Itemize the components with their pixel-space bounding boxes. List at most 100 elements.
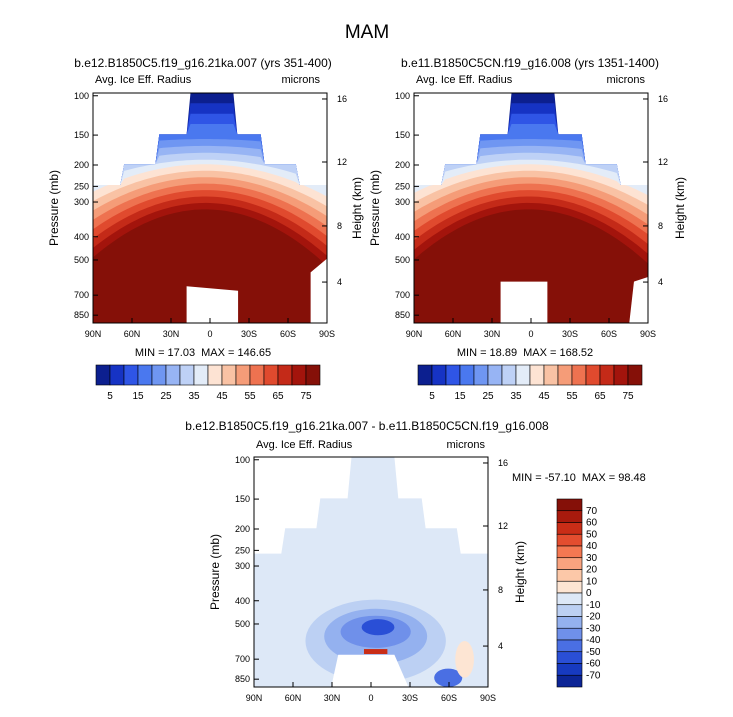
panel-1-colorbar-swatch <box>123 364 139 386</box>
panel-diff-colorbar-label: 10 <box>586 576 598 587</box>
panel-2-ylabel: Pressure (mb) <box>368 170 382 246</box>
panel-1-colorbar-swatch <box>305 364 321 386</box>
panel-diff-x-tick-label: 90S <box>480 693 496 703</box>
panel-diff-y-right-tick-label: 8 <box>498 585 503 595</box>
panel-2-y-tick-label: 150 <box>395 130 410 140</box>
panel-2-colorbar-swatch <box>417 364 433 386</box>
panel-2-colorbar-label: 65 <box>594 391 606 402</box>
panel-diff-colorbar-label: -20 <box>586 612 601 623</box>
panel-diff-y-tick-label: 100 <box>235 455 250 465</box>
panel-diff-y-tick-label: 150 <box>235 494 250 504</box>
panel-2-colorbar-swatch <box>431 364 447 386</box>
panel-diff-title: b.e12.B1850C5.f19_g16.21ka.007 - b.e11.B… <box>185 419 549 433</box>
panel-2-variable: Avg. Ice Eff. Radius <box>416 74 513 86</box>
panel-2-colorbar-swatch <box>557 364 573 386</box>
panel-1-colorbar-label: 55 <box>244 391 256 402</box>
panel-1-x-tick-label: 60N <box>124 329 141 339</box>
panel-diff-colorbar-label: -10 <box>586 600 601 611</box>
panel-1-colorbar-label: 35 <box>188 391 200 402</box>
panel-1-colorbar-swatch <box>109 364 125 386</box>
panel-1-units: microns <box>281 74 320 86</box>
panel-diff-contour-band <box>361 619 395 636</box>
panel-1-y-tick-label: 300 <box>74 197 89 207</box>
panel-2-x-tick-label: 30N <box>484 329 501 339</box>
panel-1-y-tick-label: 200 <box>74 160 89 170</box>
panel-diff-y-tick-label: 500 <box>235 619 250 629</box>
panel-2-colorbar-label: 45 <box>538 391 550 402</box>
panel-diff-colorbar-label: 0 <box>586 588 592 599</box>
panel-1-minmax: MIN = 17.03 MAX = 146.65 <box>135 347 271 359</box>
panel-2-units: microns <box>606 74 645 86</box>
panel-1-ylabel: Pressure (mb) <box>47 170 61 246</box>
panel-2-x-tick-label: 90N <box>406 329 423 339</box>
panel-1-colorbar-label: 45 <box>216 391 228 402</box>
panel-diff-colorbar-swatch <box>556 627 583 641</box>
panel-1-colorbar-label: 15 <box>132 391 144 402</box>
panel-1-colorbar-swatch <box>95 364 111 386</box>
panel-1-title: b.e12.B1850C5.f19_g16.21ka.007 (yrs 351-… <box>74 56 332 70</box>
panel-1-variable: Avg. Ice Eff. Radius <box>95 74 192 86</box>
panel-diff-y-tick-label: 400 <box>235 596 250 606</box>
panel-1-missing-region <box>310 258 327 323</box>
panel-diff-y-right-tick-label: 12 <box>498 521 508 531</box>
panel-diff-colorbar-label: 40 <box>586 541 598 552</box>
panel-2-y-tick-label: 200 <box>395 160 410 170</box>
panel-1-colorbar-swatch <box>235 364 251 386</box>
panel-diff-colorbar-swatch <box>556 604 583 617</box>
panel-2-y-right-tick-label: 16 <box>658 94 668 104</box>
panel-diff-y-tick-label: 250 <box>235 545 250 555</box>
panel-2-y-tick-label: 100 <box>395 91 410 101</box>
panel-1-missing-region <box>186 286 239 323</box>
panel-2-x-tick-label: 60S <box>601 329 617 339</box>
panel-diff-colorbar-swatch <box>556 639 583 653</box>
panel-diff-colorbar-label: -50 <box>586 647 601 658</box>
panel-2-colorbar-swatch <box>571 364 587 386</box>
panel-2-contour-band <box>414 209 648 323</box>
panel-1-colorbar-swatch <box>291 364 307 386</box>
panel-2-max: MAX = 168.52 <box>523 347 593 359</box>
panel-diff-y-tick-label: 850 <box>235 674 250 684</box>
panel-1-colorbar-label: 25 <box>160 391 172 402</box>
panel-diff-colorbar-swatch <box>556 592 583 606</box>
panel-diff-colorbar-swatch <box>556 557 583 570</box>
panel-1-y-tick-label: 850 <box>74 310 89 320</box>
panel-diff-y-right-tick-label: 16 <box>498 458 508 468</box>
panel-diff-x-tick-label: 60S <box>441 693 457 703</box>
panel-2-colorbar-swatch <box>529 364 545 386</box>
panel-diff-colorbar-label: 70 <box>586 506 598 517</box>
panel-2-colorbar-swatch <box>599 364 615 386</box>
panel-diff-colorbar-swatch <box>556 663 583 676</box>
panel-2-x-tick-label: 30S <box>562 329 578 339</box>
panel-1-y-tick-label: 100 <box>74 91 89 101</box>
panel-diff-contour-band <box>363 649 388 655</box>
panel-diff-y-tick-label: 700 <box>235 654 250 664</box>
panel-1-x-tick-label: 30S <box>241 329 257 339</box>
panel-2-y-right-tick-label: 8 <box>658 221 663 231</box>
panel-1-y-right-tick-label: 16 <box>337 94 347 104</box>
panel-2-colorbar-label: 75 <box>622 391 634 402</box>
panel-2-colorbar-label: 5 <box>429 391 435 402</box>
panel-diff-colorbar-swatch <box>556 616 583 629</box>
panel-2-colorbar-swatch <box>473 364 489 386</box>
panel-diff-contour-band <box>434 668 463 687</box>
panel-2-y-tick-label: 300 <box>395 197 410 207</box>
panel-1-colorbar-swatch <box>179 364 195 386</box>
panel-2-y-tick-label: 850 <box>395 310 410 320</box>
panel-diff-colorbar-swatch <box>556 545 583 559</box>
panel-2-y-tick-label: 500 <box>395 255 410 265</box>
panel-diff-ylabel-right: Height (km) <box>513 541 527 603</box>
panel-1-max: MAX = 146.65 <box>201 347 271 359</box>
panel-1-colorbar-swatch <box>263 364 279 386</box>
panel-1-y-right-tick-label: 8 <box>337 221 342 231</box>
panel-1-y-tick-label: 150 <box>74 130 89 140</box>
panel-1-colorbar-swatch <box>221 364 237 386</box>
panel-1-colorbar-label: 5 <box>107 391 113 402</box>
panel-diff-x-tick-label: 30S <box>402 693 418 703</box>
panel-diff-colorbar-swatch <box>556 674 583 688</box>
panel-1-colorbar-swatch <box>207 364 223 386</box>
panel-2-x-tick-label: 0 <box>528 329 533 339</box>
panel-diff-colorbar-swatch <box>556 533 583 547</box>
panel-diff-x-tick-label: 30N <box>324 693 341 703</box>
panel-2-x-tick-label: 90S <box>640 329 656 339</box>
